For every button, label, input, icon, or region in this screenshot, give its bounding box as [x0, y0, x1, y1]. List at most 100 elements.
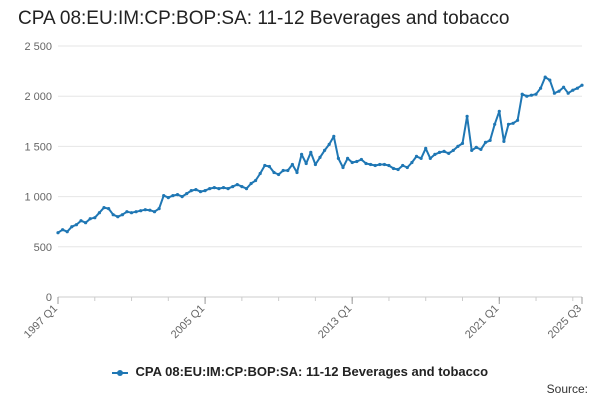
data-point[interactable] — [56, 231, 60, 235]
data-point[interactable] — [571, 88, 575, 92]
data-point[interactable] — [391, 166, 396, 171]
data-point[interactable] — [433, 152, 437, 156]
data-point[interactable] — [258, 171, 262, 176]
data-point[interactable] — [428, 156, 432, 160]
data-point[interactable] — [401, 163, 405, 168]
data-point[interactable] — [111, 213, 115, 217]
data-point[interactable] — [502, 139, 506, 143]
data-point[interactable] — [97, 211, 101, 215]
data-point[interactable] — [336, 156, 340, 160]
data-point[interactable] — [102, 206, 106, 210]
data-point[interactable] — [175, 193, 180, 197]
data-point[interactable] — [212, 186, 216, 190]
data-point[interactable] — [396, 167, 400, 172]
data-point[interactable] — [84, 221, 88, 225]
data-point[interactable] — [552, 91, 557, 95]
data-point[interactable] — [263, 163, 267, 168]
data-point[interactable] — [525, 94, 529, 98]
data-point[interactable] — [74, 223, 78, 227]
data-point[interactable] — [152, 210, 157, 214]
data-point[interactable] — [286, 168, 290, 173]
data-point[interactable] — [148, 208, 152, 212]
data-point[interactable] — [143, 208, 147, 212]
data-point[interactable] — [304, 161, 308, 166]
data-point[interactable] — [378, 162, 382, 167]
data-point[interactable] — [470, 148, 474, 152]
data-point[interactable] — [447, 151, 451, 155]
data-point[interactable] — [566, 91, 570, 95]
legend[interactable]: CPA 08:EU:IM:CP:BOP:SA: 11-12 Beverages … — [0, 364, 600, 379]
data-point[interactable] — [442, 149, 446, 153]
data-point[interactable] — [281, 168, 285, 173]
data-point[interactable] — [332, 134, 336, 138]
data-point[interactable] — [208, 187, 212, 191]
data-point[interactable] — [180, 195, 184, 199]
data-point[interactable] — [405, 165, 409, 170]
data-point[interactable] — [79, 219, 83, 223]
data-point[interactable] — [120, 213, 124, 217]
data-point[interactable] — [355, 159, 359, 164]
data-point[interactable] — [125, 210, 129, 214]
data-point[interactable] — [460, 141, 465, 145]
data-point[interactable] — [277, 172, 281, 177]
data-point[interactable] — [419, 156, 423, 160]
data-point[interactable] — [506, 122, 511, 126]
data-point[interactable] — [129, 211, 134, 215]
data-point[interactable] — [373, 163, 377, 168]
data-point[interactable] — [488, 138, 492, 142]
data-point[interactable] — [267, 164, 271, 169]
data-point[interactable] — [134, 210, 138, 214]
data-point[interactable] — [185, 192, 189, 196]
data-point[interactable] — [548, 78, 552, 82]
data-point[interactable] — [410, 160, 414, 165]
data-point[interactable] — [235, 183, 239, 187]
data-point[interactable] — [300, 152, 304, 156]
data-point[interactable] — [323, 148, 327, 152]
data-point[interactable] — [562, 85, 566, 89]
data-point[interactable] — [465, 114, 469, 118]
data-point[interactable] — [359, 157, 363, 162]
data-point[interactable] — [61, 228, 65, 232]
data-point[interactable] — [350, 160, 354, 165]
data-point[interactable] — [543, 75, 547, 79]
data-point[interactable] — [313, 162, 317, 167]
data-point[interactable] — [341, 165, 345, 170]
data-point[interactable] — [93, 216, 97, 220]
data-point[interactable] — [249, 181, 253, 186]
data-point[interactable] — [474, 145, 478, 149]
data-point[interactable] — [240, 185, 244, 189]
data-point[interactable] — [157, 207, 161, 211]
data-point[interactable] — [272, 170, 276, 175]
data-point[interactable] — [139, 209, 143, 213]
data-point[interactable] — [346, 156, 350, 160]
data-point[interactable] — [244, 187, 249, 191]
data-point[interactable] — [198, 190, 203, 194]
data-point[interactable] — [295, 170, 299, 175]
data-point[interactable] — [497, 109, 501, 113]
data-point[interactable] — [534, 92, 538, 96]
data-point[interactable] — [327, 142, 331, 146]
data-point[interactable] — [483, 140, 488, 144]
data-point[interactable] — [414, 154, 419, 158]
data-point[interactable] — [254, 178, 258, 183]
data-point[interactable] — [203, 189, 207, 193]
data-point[interactable] — [226, 187, 230, 191]
data-point[interactable] — [387, 163, 391, 168]
data-point[interactable] — [575, 86, 580, 90]
data-point[interactable] — [451, 148, 455, 152]
data-point[interactable] — [456, 144, 460, 148]
data-point[interactable] — [511, 121, 515, 125]
data-point[interactable] — [88, 217, 92, 221]
data-point[interactable] — [290, 162, 294, 167]
data-point[interactable] — [221, 186, 226, 190]
data-point[interactable] — [516, 118, 520, 122]
data-point[interactable] — [424, 146, 428, 150]
data-point[interactable] — [520, 92, 524, 96]
data-point[interactable] — [539, 86, 543, 90]
data-point[interactable] — [116, 215, 120, 219]
data-point[interactable] — [318, 155, 322, 159]
data-point[interactable] — [70, 225, 74, 229]
data-point[interactable] — [107, 207, 111, 211]
data-point[interactable] — [493, 122, 497, 126]
data-point[interactable] — [479, 147, 483, 151]
